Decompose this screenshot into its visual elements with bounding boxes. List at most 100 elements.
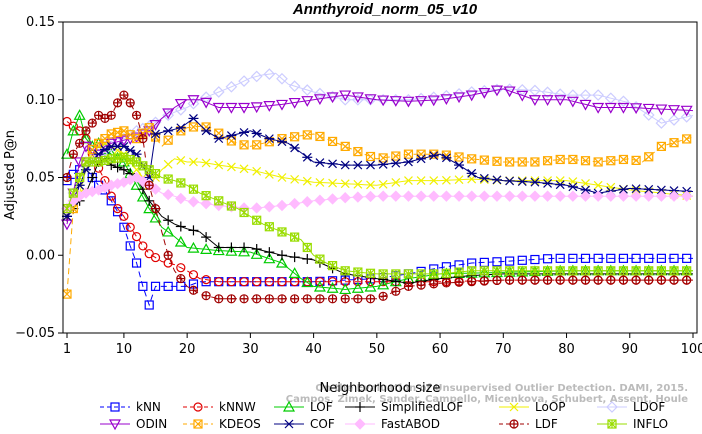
data-point-cof: [428, 151, 439, 161]
legend-label: INFLO: [633, 417, 668, 431]
data-point-ldof: [440, 89, 453, 102]
y-tick-label: 0.10: [26, 93, 55, 108]
data-point-knnw: [150, 252, 161, 263]
data-point-cof: [643, 184, 654, 194]
data-point-fastabod: [187, 196, 200, 208]
data-point-ldf: [150, 204, 161, 214]
data-point-fastabod: [453, 190, 465, 202]
data-point-inflo: [618, 266, 629, 276]
data-point-ldf: [201, 291, 211, 301]
data-point-odin: [225, 102, 238, 114]
data-point-ldf: [467, 277, 477, 287]
data-point-fastabod: [352, 191, 364, 203]
data-point-ldf: [81, 126, 91, 136]
data-point-fastabod: [326, 193, 339, 205]
data-point-inflo: [264, 222, 274, 232]
data-point-ldof: [554, 88, 567, 101]
legend-marker-loop: [509, 402, 519, 412]
data-point-ldf: [517, 275, 527, 285]
data-point-ldof: [642, 109, 655, 121]
legend-marker-odin: [108, 419, 122, 431]
data-point-ldf: [391, 286, 401, 296]
data-point-cof: [454, 160, 465, 170]
data-point-kdeos: [682, 134, 692, 144]
data-point-ldf: [87, 118, 97, 128]
data-point-kdeos: [454, 152, 464, 162]
data-point-fastabod: [529, 190, 541, 202]
data-point-kdeos: [631, 155, 641, 165]
data-point-loop: [530, 176, 540, 186]
data-point-cof: [251, 129, 262, 138]
legend-item-knnw: kNNW: [183, 400, 256, 414]
data-point-ldf: [378, 291, 388, 301]
data-point-simplifiedlof: [163, 215, 174, 226]
data-point-ldf: [62, 172, 72, 183]
legend-item-loop: LoOP: [499, 400, 566, 414]
data-point-ldof: [352, 93, 364, 106]
data-point-inflo: [353, 267, 363, 277]
data-point-ldf: [669, 275, 679, 285]
data-point-loop: [290, 174, 300, 184]
data-point-inflo: [214, 196, 224, 206]
data-point-cof: [378, 160, 389, 169]
data-point-inflo: [530, 266, 540, 276]
data-point-lof: [187, 241, 200, 253]
data-point-loop: [404, 176, 413, 186]
data-point-kdeos: [656, 141, 666, 151]
data-point-kdeos: [568, 154, 578, 165]
data-point-cof: [352, 160, 363, 170]
data-point-fastabod: [339, 192, 351, 204]
data-point-loop: [416, 176, 426, 186]
data-point-ldf: [144, 180, 154, 190]
data-point-odin: [490, 85, 503, 97]
data-point-kdeos: [505, 157, 515, 167]
x-tick-label: 70: [495, 342, 512, 357]
data-point-ldof: [668, 114, 680, 126]
data-point-kdeos: [618, 154, 629, 165]
data-point-simplifiedlof: [302, 253, 313, 264]
data-point-knn: [144, 300, 154, 310]
data-point-loop: [264, 169, 274, 179]
data-point-ldf: [416, 280, 426, 290]
data-point-inflo: [542, 266, 553, 276]
legend-item-cof: COF: [274, 417, 335, 431]
data-point-cof: [264, 134, 275, 144]
data-point-ldf: [163, 250, 173, 260]
data-point-simplifiedlof: [118, 164, 129, 175]
data-point-odin: [162, 108, 175, 120]
data-point-odin: [377, 95, 390, 107]
data-point-loop: [555, 176, 565, 186]
data-point-cof: [517, 177, 528, 186]
data-point-fastabod: [605, 190, 617, 202]
data-point-kdeos: [606, 156, 616, 166]
data-point-kdeos: [340, 141, 350, 151]
data-point-ldof: [541, 86, 554, 99]
data-point-ldof: [288, 80, 301, 92]
data-point-ldf: [580, 275, 591, 285]
data-point-ldof: [465, 86, 478, 98]
y-axis-label: Adjusted P@n: [3, 130, 18, 220]
series-inflo: [62, 152, 693, 279]
data-point-knn: [580, 253, 591, 263]
data-point-cof: [390, 158, 401, 168]
data-point-knnw: [277, 277, 287, 287]
data-point-ldof: [453, 87, 465, 100]
data-point-cof: [416, 154, 427, 164]
x-tick-label: 10: [116, 342, 133, 357]
data-point-knnw: [315, 277, 325, 287]
data-point-loop: [277, 173, 287, 182]
data-point-loop: [226, 162, 236, 172]
data-point-odin: [680, 105, 693, 117]
data-point-cof: [314, 158, 325, 167]
data-point-fastabod: [250, 202, 263, 214]
data-point-knn: [119, 222, 129, 232]
data-point-odin: [288, 97, 301, 109]
data-point-ldf: [290, 294, 300, 304]
x-tick-label: 1: [63, 342, 71, 357]
data-point-lof: [149, 211, 162, 223]
data-point-inflo: [429, 269, 439, 279]
data-point-lof: [339, 283, 352, 295]
data-point-fastabod: [503, 190, 516, 202]
data-point-knn: [517, 255, 527, 265]
